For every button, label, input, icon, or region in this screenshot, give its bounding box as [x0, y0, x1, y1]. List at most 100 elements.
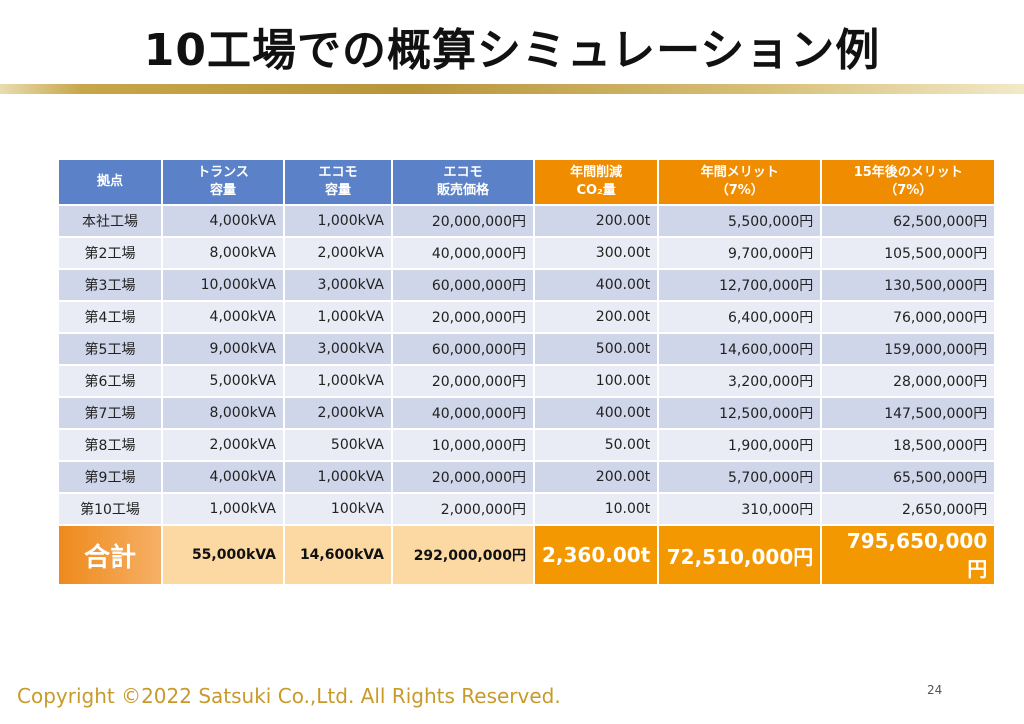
header-annual-merit: 年間メリット （7%）: [659, 160, 821, 204]
cell-price: 20,000,000円: [393, 206, 533, 236]
cell-price: 60,000,000円: [393, 270, 533, 300]
header-15yr-merit: 15年後のメリット （7%）: [822, 160, 995, 204]
cell-location: 第3工場: [59, 270, 161, 300]
cell-15yr: 18,500,000円: [822, 430, 995, 460]
table-row: 第10工場 1,000kVA 100kVA 2,000,000円 10.00t …: [59, 494, 995, 524]
table-row: 第3工場 10,000kVA 3,000kVA 60,000,000円 400.…: [59, 270, 995, 300]
table-row: 第8工場 2,000kVA 500kVA 10,000,000円 50.00t …: [59, 430, 995, 460]
header-location: 拠点: [59, 160, 161, 204]
cell-ecomo-capacity: 2,000kVA: [285, 238, 391, 268]
total-co2: 2,360.00t: [535, 526, 658, 584]
cell-location: 第9工場: [59, 462, 161, 492]
cell-ecomo-capacity: 500kVA: [285, 430, 391, 460]
total-15yr: 795,650,000円: [822, 526, 995, 584]
cell-annual: 6,400,000円: [659, 302, 821, 332]
cell-ecomo-capacity: 3,000kVA: [285, 270, 391, 300]
cell-annual: 310,000円: [659, 494, 821, 524]
cell-ecomo-capacity: 1,000kVA: [285, 462, 391, 492]
cell-price: 60,000,000円: [393, 334, 533, 364]
cell-annual: 3,200,000円: [659, 366, 821, 396]
header-line1: 15年後のメリット: [853, 165, 963, 180]
cell-location: 第4工場: [59, 302, 161, 332]
cell-15yr: 147,500,000円: [822, 398, 995, 428]
cell-annual: 12,500,000円: [659, 398, 821, 428]
header-co2-reduction: 年間削減 CO₂量: [535, 160, 658, 204]
cell-co2: 400.00t: [535, 398, 658, 428]
cell-price: 20,000,000円: [393, 302, 533, 332]
header-line1: 年間メリット: [700, 165, 779, 180]
cell-15yr: 2,650,000円: [822, 494, 995, 524]
header-line2: （7%）: [715, 183, 764, 198]
cell-transformer: 4,000kVA: [163, 206, 283, 236]
cell-transformer: 10,000kVA: [163, 270, 283, 300]
header-line2: 容量: [209, 183, 236, 198]
cell-ecomo-capacity: 1,000kVA: [285, 206, 391, 236]
cell-annual: 9,700,000円: [659, 238, 821, 268]
cell-price: 20,000,000円: [393, 462, 533, 492]
header-line2: （7%）: [884, 183, 933, 198]
cell-location: 第2工場: [59, 238, 161, 268]
cell-co2: 200.00t: [535, 462, 658, 492]
cell-ecomo-capacity: 1,000kVA: [285, 302, 391, 332]
cell-transformer: 8,000kVA: [163, 238, 283, 268]
header-line2: CO₂量: [576, 183, 616, 198]
header-ecomo-price: エコモ 販売価格: [393, 160, 533, 204]
cell-transformer: 1,000kVA: [163, 494, 283, 524]
header-line2: 販売価格: [436, 183, 489, 198]
title-underline-bar: [0, 84, 1024, 94]
table-row: 第6工場 5,000kVA 1,000kVA 20,000,000円 100.0…: [59, 366, 995, 396]
cell-co2: 100.00t: [535, 366, 658, 396]
cell-location: 第6工場: [59, 366, 161, 396]
header-line2: 容量: [324, 183, 351, 198]
header-line1: エコモ: [443, 165, 483, 180]
cell-15yr: 65,500,000円: [822, 462, 995, 492]
cell-location: 第7工場: [59, 398, 161, 428]
cell-location: 第5工場: [59, 334, 161, 364]
total-row: 合計 55,000kVA 14,600kVA 292,000,000円 2,36…: [59, 526, 995, 584]
cell-15yr: 28,000,000円: [822, 366, 995, 396]
header-transformer-capacity: トランス 容量: [163, 160, 283, 204]
total-transformer: 55,000kVA: [163, 526, 283, 584]
cell-co2: 50.00t: [535, 430, 658, 460]
cell-location: 第10工場: [59, 494, 161, 524]
page-title: 10工場での概算シミュレーション例: [143, 25, 881, 76]
total-price: 292,000,000円: [393, 526, 533, 584]
header-line1: エコモ: [318, 165, 358, 180]
header-line1: 年間削減: [570, 165, 623, 180]
cell-co2: 400.00t: [535, 270, 658, 300]
simulation-table: 拠点 トランス容量 エコモ容量 エコモ販売価格 年間削減 CO₂量 年間メリット （…: [57, 158, 996, 586]
cell-ecomo-capacity: 100kVA: [285, 494, 391, 524]
header-line1: トランス: [197, 165, 249, 180]
total-ecomo-capacity: 14,600kVA: [285, 526, 391, 584]
cell-co2: 200.00t: [535, 206, 658, 236]
table-row: 第4工場 4,000kVA 1,000kVA 20,000,000円 200.0…: [59, 302, 995, 332]
cell-ecomo-capacity: 3,000kVA: [285, 334, 391, 364]
cell-15yr: 105,500,000円: [822, 238, 995, 268]
cell-transformer: 2,000kVA: [163, 430, 283, 460]
cell-annual: 14,600,000円: [659, 334, 821, 364]
total-annual: 72,510,000円: [659, 526, 821, 584]
cell-location: 第8工場: [59, 430, 161, 460]
cell-ecomo-capacity: 1,000kVA: [285, 366, 391, 396]
cell-annual: 1,900,000円: [659, 430, 821, 460]
cell-15yr: 76,000,000円: [822, 302, 995, 332]
cell-15yr: 62,500,000円: [822, 206, 995, 236]
cell-co2: 200.00t: [535, 302, 658, 332]
header-line1: 拠点: [96, 174, 123, 189]
table-row: 第7工場 8,000kVA 2,000kVA 40,000,000円 400.0…: [59, 398, 995, 428]
cell-transformer: 5,000kVA: [163, 366, 283, 396]
cell-price: 40,000,000円: [393, 398, 533, 428]
cell-annual: 5,500,000円: [659, 206, 821, 236]
cell-price: 2,000,000円: [393, 494, 533, 524]
cell-15yr: 159,000,000円: [822, 334, 995, 364]
table-row: 第2工場 8,000kVA 2,000kVA 40,000,000円 300.0…: [59, 238, 995, 268]
page-number: 24: [927, 683, 943, 697]
cell-transformer: 9,000kVA: [163, 334, 283, 364]
copyright-text: Copyright ©2022 Satsuki Co.,Ltd. All Rig…: [17, 684, 561, 708]
cell-co2: 500.00t: [535, 334, 658, 364]
total-label: 合計: [59, 526, 161, 584]
cell-location: 本社工場: [59, 206, 161, 236]
cell-ecomo-capacity: 2,000kVA: [285, 398, 391, 428]
cell-annual: 12,700,000円: [659, 270, 821, 300]
cell-transformer: 4,000kVA: [163, 462, 283, 492]
